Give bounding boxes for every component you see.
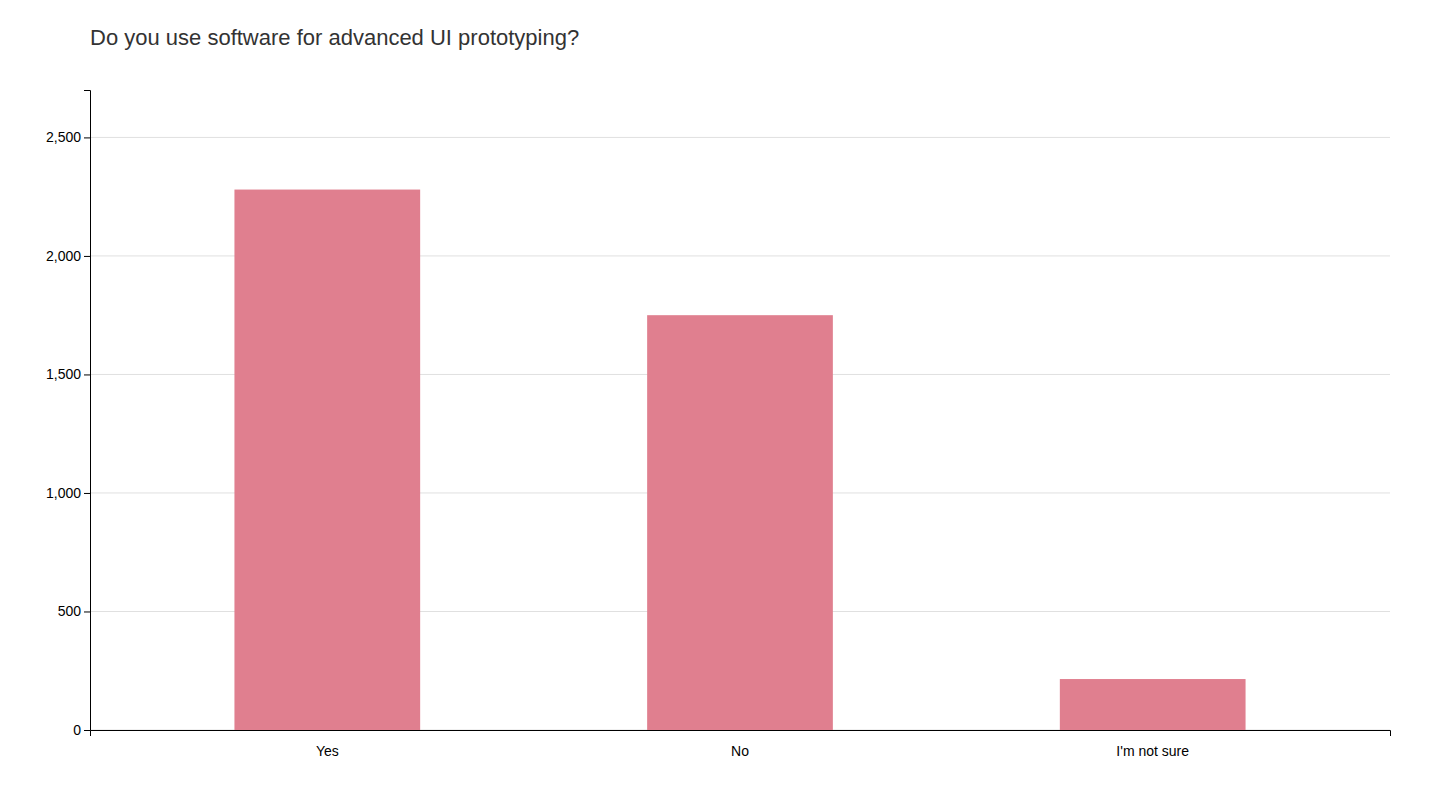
x-axis: Yes No I'm not sure [91, 731, 1391, 759]
y-axis: 0 500 1,000 1,500 2,000 2,500 [46, 91, 91, 738]
y-tick-mark [84, 374, 90, 375]
x-tick: I'm not sure [1116, 743, 1189, 759]
y-tick: 2,500 [46, 129, 90, 145]
y-tick-label: 500 [58, 603, 82, 619]
y-tick: 0 [73, 722, 90, 738]
y-tick-label: 1,500 [46, 366, 81, 382]
grid-line [90, 137, 1390, 138]
x-tick-label: Yes [316, 743, 339, 759]
y-tick-label: 2,500 [46, 129, 81, 145]
y-tick-label: 2,000 [46, 248, 81, 264]
chart: Do you use software for advanced UI prot… [0, 0, 1450, 800]
x-axis-line [91, 731, 1391, 737]
y-tick-mark [84, 137, 90, 138]
y-tick-mark [84, 493, 90, 494]
y-tick-label: 1,000 [46, 485, 81, 501]
y-tick: 500 [58, 603, 90, 619]
y-tick-mark [84, 611, 90, 612]
x-tick: Yes [316, 743, 339, 759]
y-tick-mark [84, 730, 90, 731]
grid [90, 137, 1390, 730]
y-tick: 1,000 [46, 485, 90, 501]
x-tick: No [731, 743, 749, 759]
y-tick: 2,000 [46, 248, 90, 264]
y-tick: 1,500 [46, 366, 90, 382]
bars [234, 190, 1245, 730]
title: Do you use software for advanced UI prot… [90, 25, 579, 50]
bar [1060, 679, 1246, 730]
y-axis-line [84, 91, 91, 731]
y-tick-label: 0 [73, 722, 81, 738]
x-tick-label: I'm not sure [1116, 743, 1189, 759]
bar [647, 315, 833, 730]
x-tick-label: No [731, 743, 749, 759]
y-tick-mark [84, 256, 90, 257]
plot: 0 500 1,000 1,500 2,000 2,500 Yes No I'm not sur… [46, 91, 1391, 759]
bar [234, 190, 420, 730]
